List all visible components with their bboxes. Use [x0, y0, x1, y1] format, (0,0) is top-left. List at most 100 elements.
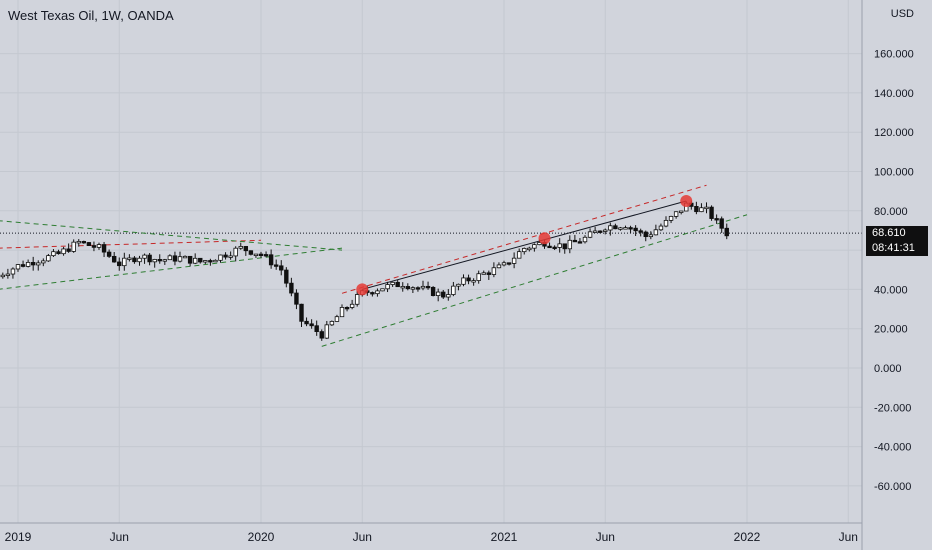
candle-down	[552, 246, 557, 250]
x-tick-label: Jun	[353, 530, 372, 544]
candle-down	[172, 255, 178, 262]
candle-up	[390, 281, 395, 285]
candle-up	[699, 207, 704, 213]
candle-up	[218, 254, 223, 261]
candle-up	[410, 287, 416, 290]
candle-up	[557, 243, 562, 248]
candle-up	[152, 259, 157, 263]
candle-up	[603, 229, 608, 232]
candle-down	[415, 287, 421, 290]
candle-up	[527, 247, 532, 251]
candle-up	[61, 248, 66, 255]
candle-down	[243, 246, 249, 252]
candle-down	[299, 303, 304, 322]
candle-up	[481, 272, 486, 275]
last-price-value: 68.610	[872, 227, 906, 239]
candle-up	[491, 267, 497, 275]
candle-down	[289, 282, 294, 294]
candle-up	[122, 257, 127, 267]
candle-down	[547, 245, 552, 249]
candle-up	[233, 247, 238, 257]
candle-up	[334, 316, 340, 322]
candle-down	[441, 291, 446, 298]
candle-down	[279, 265, 284, 271]
candle-down	[147, 254, 152, 263]
candle-up	[41, 260, 46, 264]
candle-up	[324, 324, 330, 339]
candle-up	[446, 294, 451, 298]
candle-up	[10, 268, 16, 275]
bar-countdown: 08:41:31	[872, 242, 915, 254]
candle-up	[76, 241, 81, 244]
markers	[356, 194, 693, 296]
candle-up	[354, 294, 360, 305]
candle-down	[486, 272, 492, 275]
candle-up	[213, 259, 218, 263]
price-axis: 160.000140.000120.000100.00080.00060.000…	[874, 49, 914, 493]
candle-down	[263, 254, 269, 257]
candle-up	[587, 231, 593, 238]
candle-up	[658, 225, 664, 231]
candle-down	[66, 248, 71, 252]
candle-up	[648, 234, 654, 238]
candle-down	[724, 227, 729, 237]
candle-up	[127, 257, 132, 260]
candle-down	[86, 242, 92, 246]
candle-down	[268, 254, 274, 266]
candle-up	[96, 244, 102, 248]
candle-up	[476, 273, 481, 281]
candle-up	[653, 229, 659, 236]
x-tick-label: Jun	[596, 530, 615, 544]
candle-up	[461, 277, 466, 285]
green-lower-triangle-line	[0, 247, 343, 290]
candle-up	[668, 215, 674, 221]
candle-down	[198, 257, 203, 263]
candle-down	[638, 230, 643, 233]
candle-up	[471, 280, 476, 283]
red-dashed-channel-top	[341, 184, 707, 294]
candle-up	[608, 225, 613, 231]
candle-down	[81, 241, 87, 244]
candles	[0, 200, 729, 341]
candle-up	[25, 261, 31, 267]
x-tick-label: Jun	[839, 530, 858, 544]
candle-down	[714, 218, 719, 221]
candle-down	[709, 206, 714, 219]
candle-down	[370, 292, 375, 295]
candle-up	[618, 227, 623, 230]
green-dashed-channel-bottom	[321, 214, 748, 347]
candle-down	[101, 244, 107, 253]
candle-down	[314, 325, 319, 332]
candle-up	[623, 227, 628, 230]
candle-down	[273, 264, 279, 267]
candle-down	[258, 253, 264, 256]
last-price-label: 68.610 08:41:31	[866, 226, 928, 256]
candle-up	[137, 257, 142, 263]
x-tick-label: 2021	[491, 530, 518, 544]
y-tick-label: 120.000	[874, 127, 914, 139]
solid-resistance-line	[362, 200, 687, 290]
candle-up	[182, 255, 188, 259]
candle-up	[435, 291, 441, 297]
candle-up	[592, 230, 598, 233]
candle-up	[582, 236, 588, 243]
candle-up	[238, 246, 243, 249]
candle-up	[456, 283, 461, 287]
y-tick-label: 80.000	[874, 206, 908, 218]
trendlines	[0, 184, 748, 347]
candle-down	[309, 323, 314, 327]
y-tick-label: 100.000	[874, 167, 914, 179]
candle-down	[304, 320, 309, 325]
candle-up	[673, 211, 679, 217]
candle-down	[694, 206, 699, 213]
candle-up	[380, 288, 385, 292]
candle-down	[117, 261, 122, 267]
candle-down	[111, 255, 117, 263]
candle-down	[344, 307, 350, 310]
y-tick-label: 140.000	[874, 88, 914, 100]
candle-down	[208, 260, 213, 263]
x-tick-label: Jun	[110, 530, 129, 544]
candle-up	[228, 255, 233, 258]
candle-down	[132, 257, 137, 263]
